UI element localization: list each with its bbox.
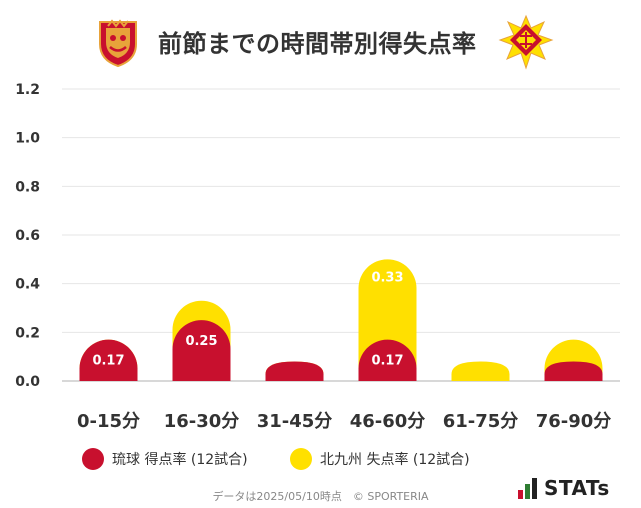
bar-ryukyu	[358, 339, 417, 381]
data-label-ryukyu: 0.17	[92, 354, 124, 369]
x-tick-label: 16-30分	[164, 411, 240, 432]
stats-logo: STATs	[518, 476, 610, 500]
bar-ryukyu	[544, 361, 603, 381]
data-label-ryukyu: 0.17	[371, 354, 403, 369]
x-tick-label: 46-60分	[350, 411, 426, 432]
bar-ryukyu	[172, 320, 231, 381]
x-tick-label: 0-15分	[77, 411, 140, 432]
legend-label-ryukyu: 琉球 得点率 (12試合)	[112, 452, 248, 468]
stats-brand: STATs	[544, 476, 610, 500]
data-label-kitakyushu: 0.33	[371, 270, 403, 285]
header: 前節までの時間帯別得失点率	[0, 14, 641, 72]
data-label-ryukyu: 0.25	[185, 334, 217, 349]
x-tick-label: 76-90分	[536, 411, 612, 432]
legend-item-kitakyushu: 北九州 失点率 (12試合)	[290, 448, 470, 470]
bar-kitakyushu	[451, 361, 510, 381]
y-tick-label: 0.0	[15, 374, 40, 390]
x-tick-label: 31-45分	[257, 411, 333, 432]
y-tick-label: 1.2	[15, 82, 40, 98]
stats-bars-icon	[518, 477, 540, 499]
data-note: データは2025/05/10時点 © SPORTERIA	[212, 490, 429, 503]
legend-swatch-kitakyushu	[290, 448, 312, 470]
y-tick-label: 0.8	[15, 179, 40, 195]
legend-label-kitakyushu: 北九州 失点率 (12試合)	[320, 452, 470, 468]
ryukyu-crest-icon	[96, 18, 140, 72]
y-tick-label: 0.6	[15, 228, 40, 244]
y-tick-label: 0.2	[15, 325, 40, 341]
bar-chart: 0.0 0.2 0.4 0.6 0.8 1.0 1.2 0.17 0-15分 0.25 16-30分…	[15, 82, 620, 432]
bar-ryukyu	[265, 361, 324, 381]
y-tick-label: 0.4	[15, 277, 40, 293]
chart-title: 前節までの時間帯別得失点率	[158, 30, 477, 58]
x-tick-label: 61-75分	[443, 411, 519, 432]
bar-ryukyu	[79, 339, 138, 381]
y-tick-label: 1.0	[15, 131, 40, 147]
legend-swatch-ryukyu	[82, 448, 104, 470]
kitakyushu-crest-icon	[498, 14, 554, 74]
legend-item-ryukyu: 琉球 得点率 (12試合)	[82, 448, 248, 470]
